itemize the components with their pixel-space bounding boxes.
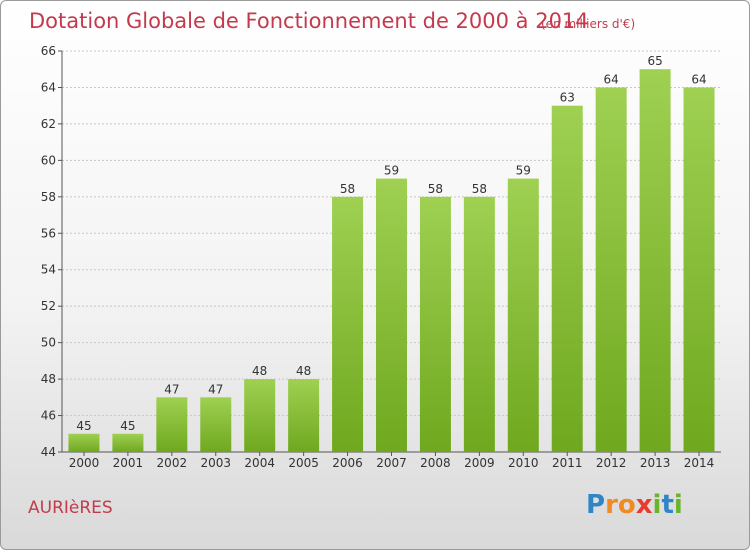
y-tick-label: 60	[41, 153, 56, 167]
bar	[551, 105, 583, 452]
y-tick-label: 52	[41, 299, 56, 313]
bar-value-label: 59	[384, 164, 399, 178]
logo-letter: i	[673, 490, 683, 520]
proxiti-logo: Proxiti	[586, 490, 683, 520]
bar	[595, 87, 627, 453]
bar-value-label: 58	[340, 182, 355, 196]
x-tick-label: 2001	[113, 456, 144, 470]
x-tick-label: 2005	[288, 456, 319, 470]
y-tick-label: 50	[41, 336, 56, 350]
y-tick-label: 48	[41, 372, 56, 386]
bar	[376, 178, 407, 452]
bar	[244, 379, 276, 452]
bar-value-label: 45	[120, 419, 135, 433]
bar-value-label: 48	[296, 364, 311, 378]
y-tick-label: 66	[41, 44, 56, 58]
bar-value-label: 45	[76, 419, 91, 433]
bar	[200, 397, 232, 452]
logo-letter: o	[617, 490, 636, 520]
x-tick-label: 2000	[69, 456, 100, 470]
bar	[463, 196, 495, 452]
bar-value-label: 65	[647, 54, 662, 68]
x-tick-label: 2013	[640, 456, 671, 470]
bar-value-label: 48	[252, 364, 267, 378]
y-tick-label: 62	[41, 117, 56, 131]
bar	[332, 196, 364, 452]
bar-value-label: 64	[691, 72, 706, 86]
y-tick-label: 56	[41, 226, 56, 240]
logo-letter: r	[605, 490, 618, 520]
logo-letter: t	[661, 490, 674, 520]
bar	[639, 69, 671, 453]
chart-subtitle: (en milliers d'€)	[541, 17, 636, 31]
bar-value-label: 59	[516, 164, 531, 178]
x-tick-label: 2008	[420, 456, 451, 470]
x-tick-label: 2003	[200, 456, 231, 470]
y-tick-label: 64	[41, 80, 56, 94]
y-tick-label: 54	[41, 263, 56, 277]
bar	[419, 196, 451, 452]
bar-value-label: 63	[560, 91, 575, 105]
bar	[156, 397, 188, 452]
commune-name: AURIèRES	[28, 498, 113, 518]
logo-letter: P	[586, 490, 606, 520]
x-tick-label: 2007	[376, 456, 407, 470]
x-tick-label: 2014	[684, 456, 715, 470]
bar	[507, 178, 539, 452]
bar-value-label: 58	[428, 182, 443, 196]
bar-value-label: 47	[208, 382, 223, 396]
logo-letter: x	[635, 490, 653, 520]
bar	[683, 87, 715, 453]
bar-value-label: 64	[604, 72, 619, 86]
x-tick-label: 2004	[244, 456, 275, 470]
bar-value-label: 58	[472, 182, 487, 196]
bar-value-label: 47	[164, 382, 179, 396]
y-tick-label: 58	[41, 190, 56, 204]
logo-letter: i	[652, 490, 662, 520]
x-tick-label: 2006	[332, 456, 363, 470]
y-tick-label: 44	[41, 445, 56, 459]
bar	[68, 433, 100, 452]
x-tick-label: 2002	[157, 456, 188, 470]
x-tick-label: 2009	[464, 456, 495, 470]
chart-title: Dotation Globale de Fonctionnement de 20…	[29, 9, 589, 33]
x-tick-label: 2011	[552, 456, 583, 470]
x-tick-label: 2010	[508, 456, 539, 470]
bar	[112, 433, 144, 452]
y-tick-label: 46	[41, 409, 56, 423]
bar	[288, 379, 320, 452]
x-tick-label: 2012	[596, 456, 627, 470]
